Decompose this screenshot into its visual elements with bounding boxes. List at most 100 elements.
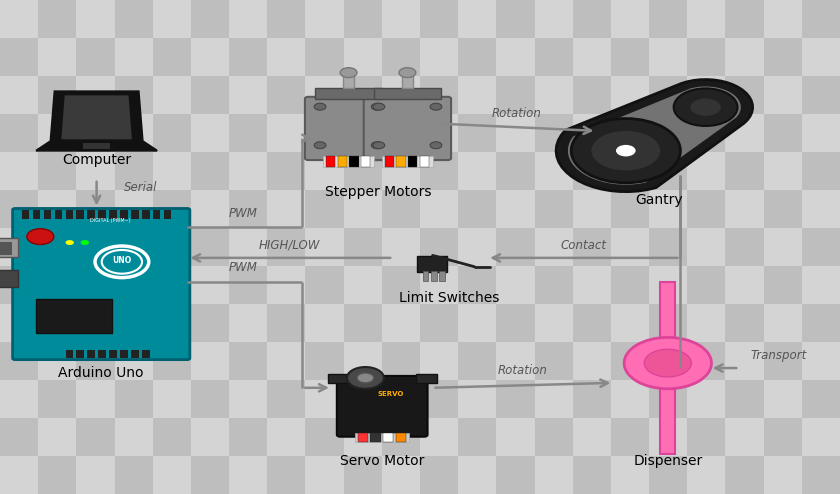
Text: Serial: Serial [124,181,158,194]
Bar [76,380,114,418]
Text: Transport: Transport [750,349,806,362]
Bar [382,76,420,114]
Bar [142,210,150,219]
Bar [726,0,764,38]
Bar [0,228,38,266]
Bar [687,418,726,456]
Text: Computer: Computer [62,153,131,167]
Text: Dispenser: Dispenser [633,454,702,468]
Bar [802,76,840,114]
Bar [76,228,114,266]
Bar [764,190,802,228]
Bar [267,228,306,266]
Bar [458,152,496,190]
Bar [423,271,428,281]
Circle shape [340,68,357,78]
Bar [534,418,573,456]
Bar [534,0,573,38]
Bar [687,228,726,266]
Bar [76,210,84,219]
Bar [802,0,840,38]
Bar [534,152,573,190]
Bar [649,266,687,304]
Bar [802,228,840,266]
Bar [458,0,496,38]
Bar [191,266,229,304]
Bar [306,152,344,190]
Bar [458,228,496,266]
Bar [38,228,76,266]
Bar [573,228,611,266]
Bar [496,266,534,304]
Polygon shape [36,142,157,151]
Bar [611,456,649,494]
Bar [267,0,306,38]
Bar [153,228,191,266]
Bar [131,210,139,219]
Bar [229,114,267,152]
Bar [191,0,229,38]
Bar [38,38,76,76]
Bar [114,114,153,152]
Bar [229,456,267,494]
Bar [76,190,114,228]
Bar [802,342,840,380]
Bar [98,210,106,219]
Bar [315,88,382,99]
Bar [38,342,76,380]
Text: PWM: PWM [229,207,258,220]
Bar [191,114,229,152]
Bar [420,304,458,342]
Bar [420,156,429,167]
Text: Servo Motor: Servo Motor [340,454,424,468]
Bar [109,210,117,219]
Circle shape [430,103,442,110]
Bar [114,266,153,304]
Bar [726,456,764,494]
Bar [534,266,573,304]
Bar [0,418,38,456]
Bar [687,456,726,494]
Bar [120,350,128,358]
Circle shape [591,130,661,171]
Bar [114,342,153,380]
Bar [267,114,306,152]
Bar [0,190,38,228]
Bar [416,374,437,383]
Bar [267,342,306,380]
Bar [0,456,38,494]
Circle shape [371,103,383,110]
Bar [726,266,764,304]
Circle shape [371,142,383,149]
Bar [382,266,420,304]
Bar [573,0,611,38]
Bar [802,266,840,304]
Text: Arduino Uno: Arduino Uno [59,366,144,379]
Bar [496,228,534,266]
Bar [396,433,406,442]
Bar [38,418,76,456]
Bar [382,418,420,456]
Bar [344,228,382,266]
Bar [458,418,496,456]
Bar [0,114,38,152]
Bar [229,76,267,114]
Bar [611,114,649,152]
Bar [191,228,229,266]
Bar [229,190,267,228]
Bar [229,418,267,456]
Bar [229,342,267,380]
Bar [496,380,534,418]
Bar [344,342,382,380]
Bar [611,76,649,114]
Bar [382,190,420,228]
Bar [764,38,802,76]
Bar [649,114,687,152]
Bar [33,210,40,219]
Bar [114,0,153,38]
Bar [306,76,344,114]
Bar [344,76,382,114]
Bar [726,342,764,380]
Bar [611,228,649,266]
Bar [649,342,687,380]
